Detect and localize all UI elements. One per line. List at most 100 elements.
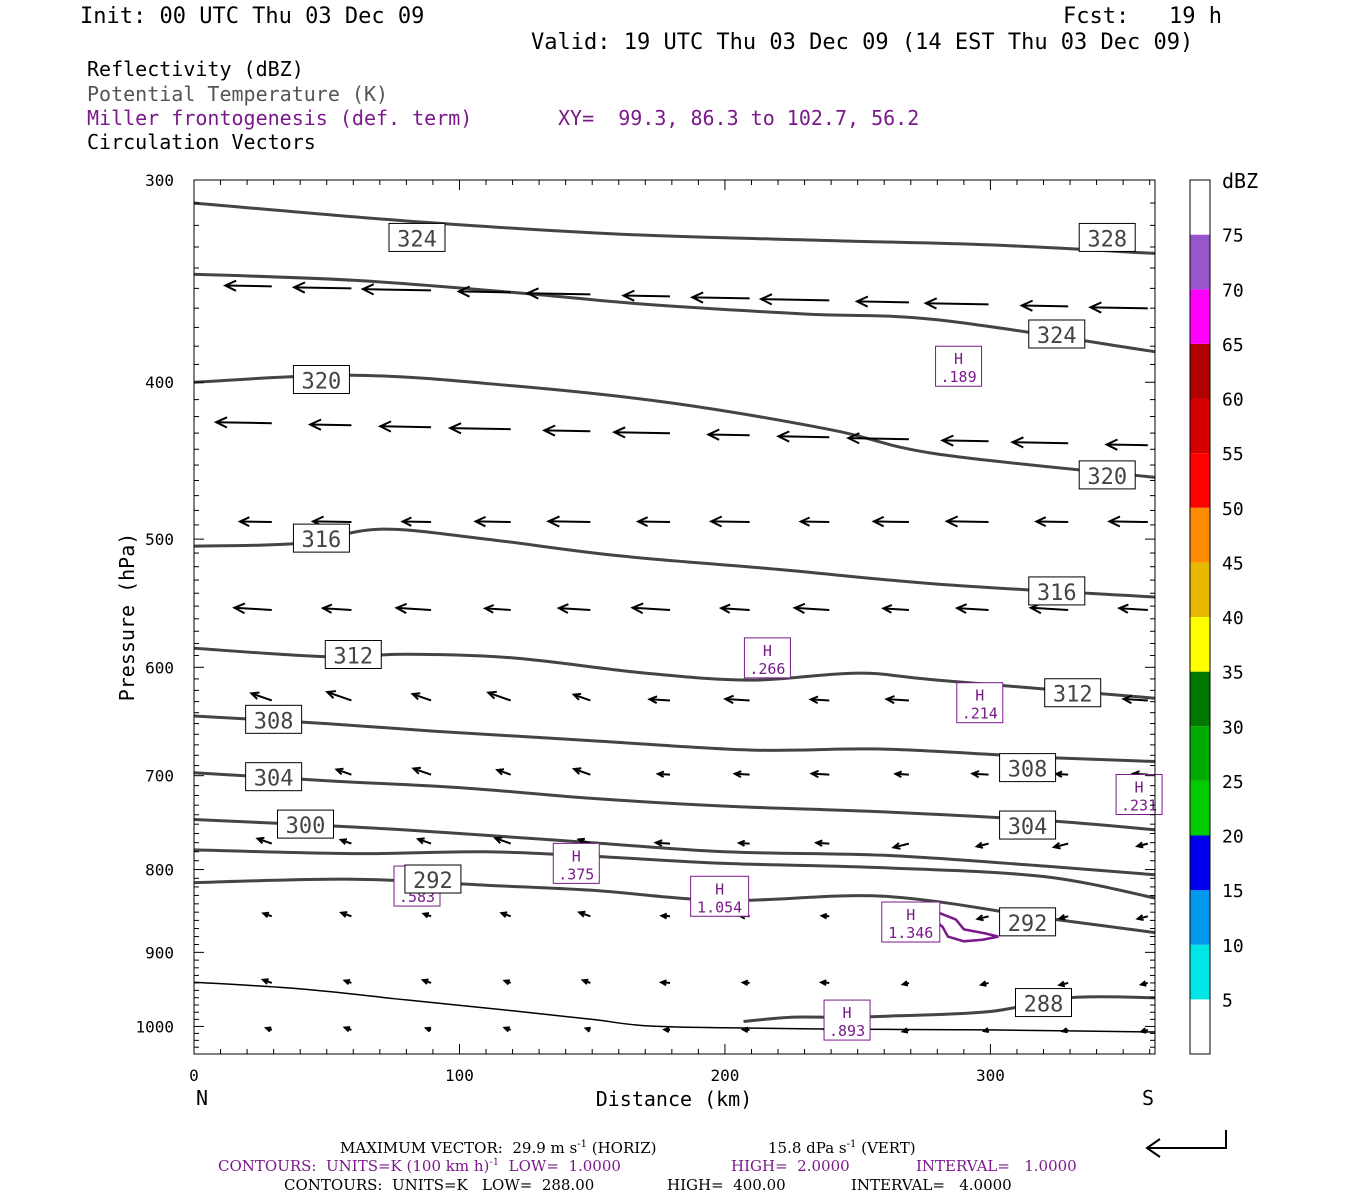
frontogenesis-h-label: H: [763, 642, 772, 660]
vector-shaft: [873, 520, 909, 524]
footer-contours-fronto-sup: -1: [489, 1157, 500, 1168]
theta-label: 316: [1028, 576, 1086, 606]
frontogenesis-box: [743, 637, 791, 679]
vector-head: [260, 978, 269, 985]
frontogenesis-box: [823, 999, 871, 1041]
vector-shaft: [810, 698, 830, 702]
colorbar-segment: [1190, 835, 1210, 891]
vector-shaft: [380, 425, 432, 429]
vector-head: [736, 839, 746, 847]
vector-head: [970, 770, 980, 779]
frontogenesis-maximum: H.375: [552, 842, 600, 884]
frontogenesis-maximum: H1.054: [690, 875, 750, 917]
circulation-vector: [493, 836, 512, 845]
theta-label: 312: [324, 639, 382, 669]
circulation-vector: [891, 842, 910, 850]
vector-head: [255, 836, 265, 845]
y-axis-label: Pressure (hPa): [115, 533, 139, 702]
circulation-vector: [261, 911, 273, 919]
vector-head: [818, 979, 827, 986]
vector-shaft: [326, 691, 352, 702]
circulation-vector: [981, 1027, 990, 1033]
vector-head: [611, 426, 626, 439]
vector-head: [1134, 841, 1144, 849]
circulation-vector: [1019, 299, 1069, 312]
circulation-vector: [723, 694, 750, 705]
x-axis-south-label: S: [1142, 1086, 1154, 1110]
frontogenesis-value: .231: [1121, 797, 1157, 815]
x-axis-label: Distance (km): [596, 1087, 753, 1111]
colorbar-tick-label: 45: [1222, 553, 1244, 574]
vector-head: [415, 837, 425, 845]
theta-label-text: 288: [1024, 993, 1064, 1018]
vector-shaft: [573, 768, 591, 776]
vector-shaft: [692, 296, 750, 300]
vector-shaft: [623, 294, 671, 298]
vector-head: [377, 420, 392, 433]
theta-label: 292: [999, 907, 1057, 937]
circulation-vector: [377, 420, 432, 433]
vector-head: [525, 287, 539, 300]
footer-max-vector-horiz: (HORIZ): [586, 1139, 657, 1157]
vector-head: [884, 695, 895, 705]
vector-head: [1117, 603, 1129, 614]
circulation-vector: [473, 515, 511, 528]
circulation-vector: [420, 978, 432, 985]
vector-head: [900, 980, 909, 987]
y-tick-label: 900: [145, 943, 174, 962]
circulation-vector: [653, 839, 671, 847]
frontogenesis-value: .266: [749, 660, 785, 678]
theta-label: 308: [245, 704, 303, 734]
vector-shaft: [761, 298, 830, 302]
circulation-vector: [923, 297, 989, 310]
frontogenesis-box: [552, 842, 600, 884]
circulation-vector: [813, 839, 830, 847]
footer-contours-theta-interval: INTERVAL= 4.0000: [851, 1176, 1012, 1194]
colorbar-tick-label: 30: [1222, 717, 1244, 738]
frontogenesis-maximum: H.214: [956, 682, 1004, 724]
circulation-vector: [1134, 841, 1149, 849]
vector-head: [1057, 914, 1066, 921]
circulation-vector: [334, 767, 352, 776]
vector-head: [342, 979, 351, 986]
frontogenesis-maximum: H.189: [935, 345, 983, 387]
frontogenesis-value: .214: [962, 705, 998, 723]
vector-head: [974, 841, 984, 849]
vector-head: [1135, 914, 1144, 921]
vector-head: [662, 1026, 670, 1033]
theta-label: 316: [292, 523, 350, 553]
vector-head: [809, 769, 819, 779]
circulation-vector: [809, 769, 830, 779]
vector-head: [580, 978, 589, 985]
circulation-vector: [1117, 603, 1148, 614]
vector-head: [776, 430, 790, 443]
vector-head: [871, 515, 885, 528]
vector-head: [819, 912, 828, 920]
circulation-vector: [502, 979, 512, 986]
theta-label-text: 300: [286, 814, 326, 839]
circulation-vector: [421, 912, 432, 919]
colorbar-segment: [1190, 617, 1210, 672]
circulation-vector: [307, 418, 352, 431]
frontogenesis-maximum: H1.346: [881, 901, 941, 943]
colorbar-tick-label: 60: [1222, 390, 1244, 411]
theta-label-box: [1028, 319, 1086, 349]
vector-shaft: [1123, 698, 1148, 702]
theta-label-box: [999, 753, 1057, 783]
circulation-vector: [1051, 842, 1069, 850]
circulation-vector: [1138, 1027, 1149, 1034]
circulation-vector: [776, 430, 830, 443]
theta-label-text: 292: [1008, 912, 1048, 937]
circulation-vector: [456, 285, 511, 298]
vector-shaft: [811, 772, 830, 776]
field-miller: Miller frontogenesis (def. term): [87, 106, 473, 130]
vector-head: [213, 416, 228, 429]
frontogenesis-value: 1.054: [697, 898, 742, 916]
vector-head: [1107, 515, 1121, 528]
vector-shaft: [886, 698, 909, 702]
vector-shaft: [1090, 306, 1148, 310]
circulation-vector: [655, 770, 671, 778]
vector-head: [708, 515, 723, 528]
colorbar-tick-label: 35: [1222, 663, 1244, 684]
y-tick-label: 600: [145, 658, 174, 677]
